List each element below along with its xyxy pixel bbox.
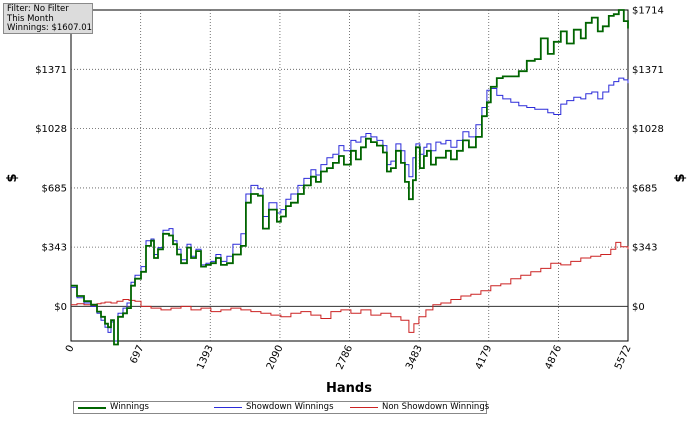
legend-label-non-showdown: Non Showdown Winnings xyxy=(382,402,490,412)
x-tick-label: 0 xyxy=(64,344,77,354)
legend-item-winnings: Winnings xyxy=(78,402,149,413)
y-axis-title-right: $ xyxy=(673,173,688,182)
legend-swatch-winnings xyxy=(78,406,106,409)
legend: Winnings Showdown Winnings Non Showdown … xyxy=(73,401,489,414)
legend-swatch-showdown xyxy=(214,407,242,408)
series-non-showdown-line xyxy=(71,241,629,333)
y-tick-label-left: $343 xyxy=(42,243,67,254)
period-label: This Month xyxy=(7,13,54,24)
y-axis-title-left: $ xyxy=(5,173,20,182)
legend-item-showdown: Showdown Winnings xyxy=(214,402,334,413)
y-tick-label-left: $1371 xyxy=(35,65,67,76)
y-tick-label-left: $0 xyxy=(54,302,67,313)
legend-item-non-showdown: Non Showdown Winnings xyxy=(350,402,489,413)
x-tick-label: 5572 xyxy=(613,344,634,372)
series-showdown-line xyxy=(71,77,629,342)
x-tick-label: 2090 xyxy=(265,344,286,372)
y-tick-label-left: $1028 xyxy=(35,124,67,135)
x-tick-label: 4876 xyxy=(543,344,564,372)
y-tick-labels-left: $0$343$685$1028$1371$1714 xyxy=(35,6,67,313)
legend-label-showdown: Showdown Winnings xyxy=(246,402,334,412)
y-tick-label-left: $685 xyxy=(42,183,67,194)
x-tick-label: 2786 xyxy=(334,344,355,372)
winnings-label: Winnings: $1607.01 xyxy=(7,23,93,33)
x-tick-label: 3483 xyxy=(404,344,425,372)
grid xyxy=(71,10,628,341)
x-tick-label: 697 xyxy=(128,344,146,366)
x-axis-title: Hands xyxy=(326,381,372,396)
x-tick-label: 1393 xyxy=(195,344,216,372)
legend-label-winnings: Winnings xyxy=(110,402,149,412)
y-tick-labels-right: $0 $343 $685 $1028 $1371 $1714 xyxy=(632,6,664,313)
series-winnings-line xyxy=(71,9,629,346)
legend-swatch-non-showdown xyxy=(350,407,378,408)
y-tick-label-right: $1028 xyxy=(632,124,664,135)
x-tick-labels: 0 697 1393 2090 2786 3483 4179 4876 5572 xyxy=(64,344,634,372)
filter-info-box: Filter: No Filter This Month Winnings: $… xyxy=(3,3,93,34)
y-tick-label-right: $343 xyxy=(632,243,657,254)
y-tick-label-right: $1371 xyxy=(632,65,664,76)
x-tick-label: 4179 xyxy=(474,344,495,372)
series-lines xyxy=(71,9,629,346)
y-tick-label-right: $685 xyxy=(632,183,657,194)
y-tick-label-right: $0 xyxy=(632,302,645,313)
y-tick-label-right: $1714 xyxy=(632,6,664,17)
filter-label: Filter: No Filter xyxy=(7,4,69,14)
